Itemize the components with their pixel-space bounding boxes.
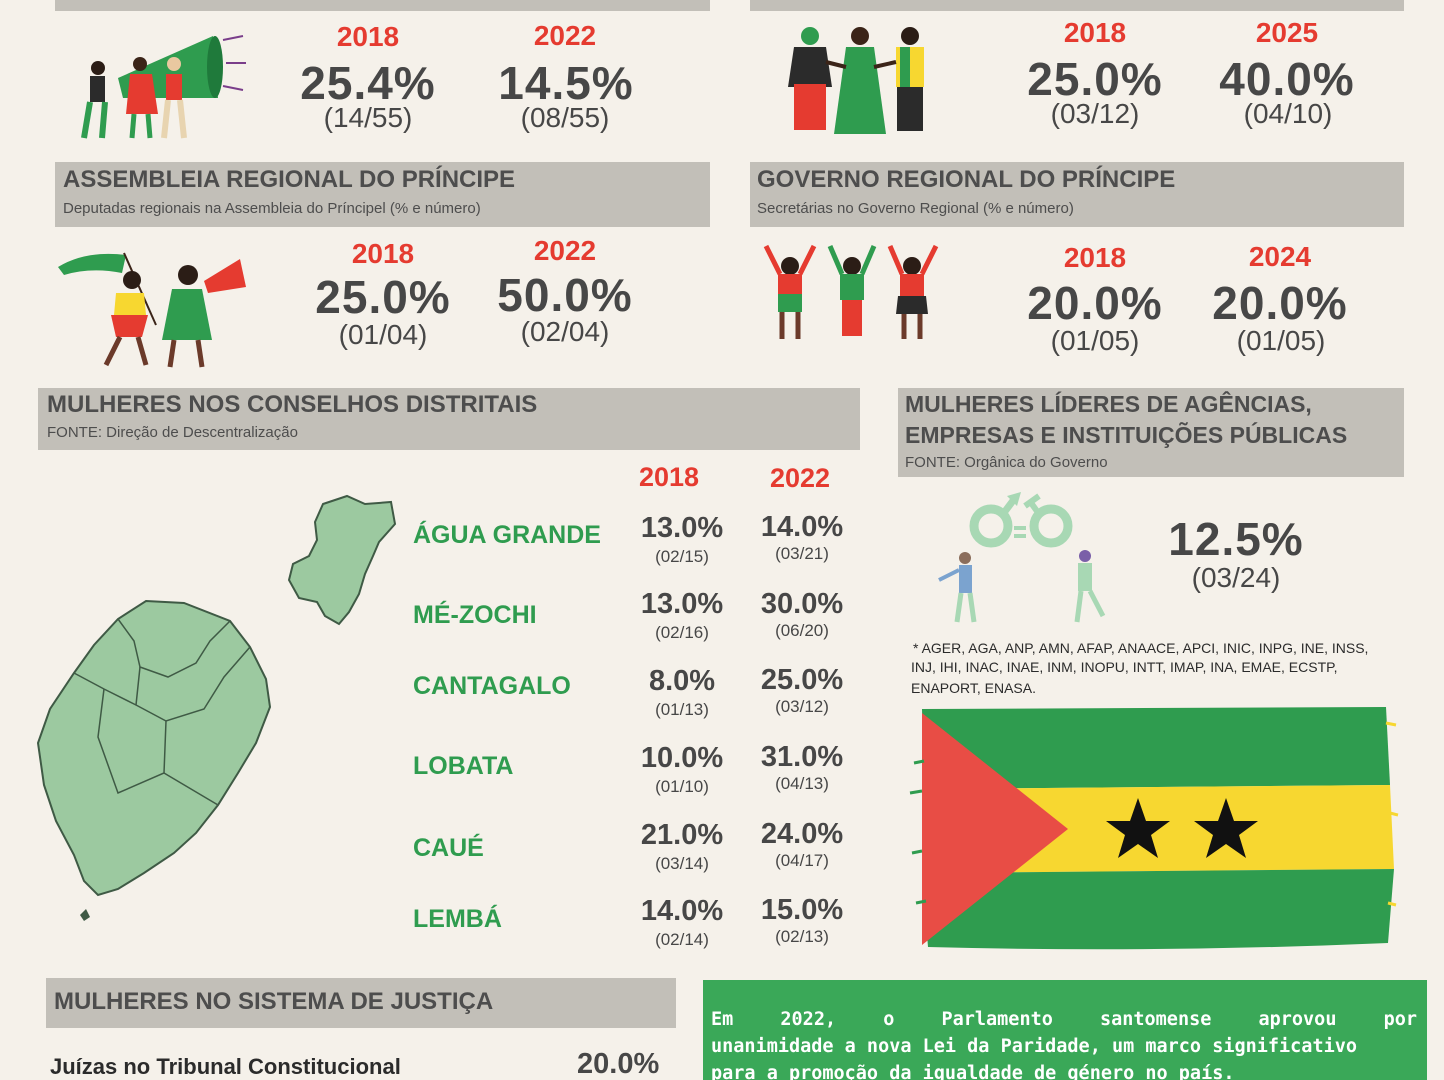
top-right-year-1: 2018 (1063, 17, 1127, 48)
paridade-line1: Em 2022, o Parlamento santomense aprovou… (711, 1009, 1417, 1030)
district-name: MÉ-ZOCHI (413, 601, 537, 629)
district-name: ÁGUA GRANDE (413, 521, 601, 549)
governo-pct-2: 20.0% (1212, 277, 1348, 329)
paridade-line3: para a promoção da igualdade de género n… (711, 1063, 1235, 1080)
justica-row-label: Juízas no Tribunal Constitucional (50, 1054, 401, 1079)
district-name: LOBATA (413, 752, 514, 780)
district-frac-2022: (06/20) (775, 621, 829, 640)
district-pct-2018: 10.0% (640, 742, 724, 774)
top-left-pct-2: 14.5% (498, 57, 634, 109)
top-right-frac-2: (04/10) (1243, 98, 1333, 129)
assembleia-title: ASSEMBLEIA REGIONAL DO PRÍNCIPE (63, 166, 516, 193)
assembleia-pct-2: 50.0% (497, 269, 633, 321)
district-frac-2018: (02/14) (655, 930, 709, 949)
lideres-title-line1: MULHERES LÍDERES DE AGÊNCIAS, (905, 391, 1312, 417)
governo-frac-2: (01/05) (1236, 325, 1326, 356)
district-pct-2018: 13.0% (640, 588, 724, 620)
district-frac-2018: (01/13) (655, 700, 709, 719)
assembleia-year-1: 2018 (351, 238, 415, 269)
top-left-pct-1: 25.4% (300, 57, 436, 109)
sao-tome-flag (909, 707, 1399, 950)
governo-frac-1: (01/05) (1050, 325, 1140, 356)
district-name: CAUÉ (413, 834, 484, 862)
justica-header (46, 978, 676, 1028)
governo-year-1: 2018 (1063, 242, 1127, 273)
assembleia-pct-1: 25.0% (315, 271, 451, 323)
district-frac-2022: (04/13) (775, 774, 829, 793)
lideres-note-line3: ENAPORT, ENASA. (911, 680, 1037, 696)
paridade-box (703, 980, 1427, 1080)
district-pct-2018: 14.0% (640, 895, 724, 927)
district-frac-2022: (04/17) (775, 851, 829, 870)
district-frac-2022: (03/12) (775, 697, 829, 716)
governo-pct-1: 20.0% (1027, 277, 1163, 329)
top-left-frac-1: (14/55) (323, 102, 413, 133)
district-frac-2018: (01/10) (655, 777, 709, 796)
governo-year-2: 2024 (1248, 241, 1312, 272)
district-pct-2022: 30.0% (760, 588, 844, 620)
district-frac-2022: (02/13) (775, 927, 829, 946)
top-right-year-2: 2025 (1255, 17, 1319, 48)
assembleia-subtitle: Deputadas regionais na Assembleia do Prí… (63, 200, 481, 217)
top-left-header (55, 0, 710, 11)
district-pct-2018: 21.0% (640, 819, 724, 851)
assembleia-year-2: 2022 (533, 235, 597, 266)
lideres-frac: (03/24) (1191, 562, 1281, 593)
district-frac-2018: (02/15) (655, 547, 709, 566)
lideres-header (898, 388, 1404, 477)
three-women-illustration (788, 27, 924, 134)
top-right-header (750, 0, 1404, 11)
sao-tome-island-map (36, 599, 272, 921)
district-pct-2022: 24.0% (760, 818, 844, 850)
megaphone-women-illustration (81, 35, 246, 139)
top-left-frac-2: (08/55) (520, 102, 610, 133)
conselhos-header (38, 388, 860, 450)
lideres-note-line2: INJ, IHI, INAC, INAE, INM, INOPU, INTT, … (911, 659, 1338, 675)
district-pct-2022: 25.0% (760, 664, 844, 696)
justica-row-pct: 20.0% (577, 1048, 660, 1080)
principe-island-map (287, 494, 397, 626)
conselhos-title: MULHERES NOS CONSELHOS DISTRITAIS (47, 391, 538, 418)
gender-equality-illustration (938, 492, 1106, 623)
district-name: LEMBÁ (413, 905, 502, 933)
district-pct-2022: 31.0% (760, 741, 844, 773)
top-right-frac-1: (03/12) (1050, 98, 1140, 129)
top-right-pct-1: 25.0% (1027, 53, 1163, 105)
cheering-women-illustration (763, 244, 939, 339)
district-name: CANTAGALO (413, 672, 571, 700)
district-pct-2018: 13.0% (640, 512, 724, 544)
district-frac-2018: (02/16) (655, 623, 709, 642)
lideres-subtitle: FONTE: Orgânica do Governo (905, 454, 1108, 471)
assembleia-header (55, 162, 710, 227)
paridade-line2: unanimidade a nova Lei da Paridade, um m… (711, 1036, 1358, 1057)
governo-subtitle: Secretárias no Governo Regional (% e núm… (757, 200, 1074, 217)
conselhos-subtitle: FONTE: Direção de Descentralização (47, 424, 298, 441)
lideres-title-line2: EMPRESAS E INSTITUIÇÕES PÚBLICAS (905, 422, 1348, 448)
assembleia-frac-2: (02/04) (520, 316, 610, 347)
district-pct-2022: 14.0% (760, 511, 844, 543)
lideres-note-line1: * AGER, AGA, ANP, AMN, AFAP, ANAACE, APC… (913, 640, 1369, 656)
conselhos-year-2018: 2018 (638, 462, 700, 492)
conselhos-year-2022: 2022 (769, 463, 831, 493)
flag-megaphone-women-illustration (58, 252, 246, 368)
district-pct-2022: 15.0% (760, 894, 844, 926)
justica-title: MULHERES NO SISTEMA DE JUSTIÇA (54, 988, 494, 1015)
governo-header (750, 162, 1404, 227)
top-right-pct-2: 40.0% (1219, 53, 1355, 105)
top-left-year-1: 2018 (336, 21, 400, 52)
district-frac-2018: (03/14) (655, 854, 709, 873)
district-frac-2022: (03/21) (775, 544, 829, 563)
lideres-pct: 12.5% (1168, 513, 1304, 565)
district-pct-2018: 8.0% (648, 665, 716, 697)
top-left-year-2: 2022 (533, 20, 597, 51)
assembleia-frac-1: (01/04) (338, 319, 428, 350)
governo-title: GOVERNO REGIONAL DO PRÍNCIPE (757, 166, 1176, 193)
